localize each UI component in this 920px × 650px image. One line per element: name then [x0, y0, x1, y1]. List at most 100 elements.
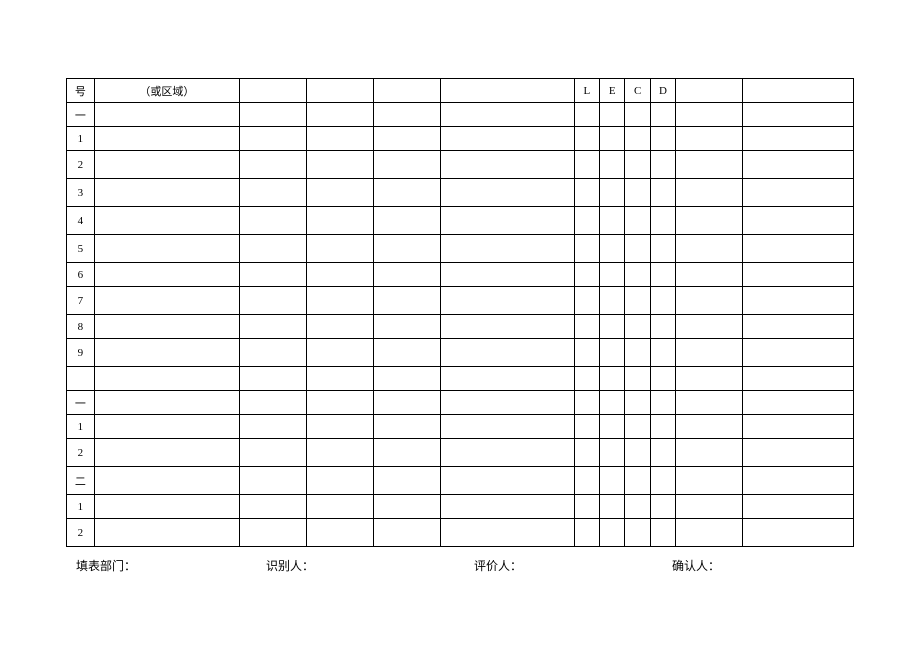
header-col-l: L: [574, 79, 599, 103]
data-cell: [625, 127, 650, 151]
data-cell: [743, 391, 854, 415]
data-cell: [574, 315, 599, 339]
header-col-5: [373, 79, 440, 103]
data-cell: [625, 367, 650, 391]
data-cell: [373, 315, 440, 339]
header-row: 号 （或区域） L E C D: [67, 79, 854, 103]
data-cell: [94, 367, 239, 391]
data-cell: [625, 391, 650, 415]
data-cell: [574, 339, 599, 367]
data-cell: [307, 367, 374, 391]
data-cell: [440, 287, 574, 315]
data-cell: [676, 207, 743, 235]
footer-dept: 填表部门：: [76, 557, 136, 574]
data-cell: [574, 151, 599, 179]
data-cell: [240, 519, 307, 547]
data-cell: [307, 339, 374, 367]
data-cell: [94, 315, 239, 339]
data-cell: [240, 391, 307, 415]
data-cell: [743, 495, 854, 519]
data-cell: [743, 467, 854, 495]
data-cell: [307, 263, 374, 287]
data-cell: [650, 391, 675, 415]
data-cell: [307, 495, 374, 519]
data-cell: [307, 235, 374, 263]
data-cell: [650, 287, 675, 315]
data-cell: [676, 127, 743, 151]
table-row: 6: [67, 263, 854, 287]
table-row: 7: [67, 287, 854, 315]
data-cell: [625, 339, 650, 367]
data-cell: [625, 439, 650, 467]
table-row: 1: [67, 127, 854, 151]
data-cell: [650, 439, 675, 467]
data-cell: [676, 391, 743, 415]
data-cell: [743, 367, 854, 391]
data-cell: [600, 235, 625, 263]
row-serial-cell: 2: [67, 439, 95, 467]
data-cell: [650, 339, 675, 367]
data-cell: [574, 103, 599, 127]
data-cell: [240, 339, 307, 367]
data-cell: [440, 235, 574, 263]
data-cell: [373, 207, 440, 235]
data-cell: [650, 519, 675, 547]
data-cell: [743, 287, 854, 315]
table-row: [67, 367, 854, 391]
table-row: 一: [67, 103, 854, 127]
header-col-11: [676, 79, 743, 103]
data-cell: [440, 519, 574, 547]
data-cell: [650, 207, 675, 235]
data-cell: [600, 339, 625, 367]
data-cell: [650, 415, 675, 439]
data-cell: [676, 151, 743, 179]
data-cell: [676, 315, 743, 339]
data-cell: [440, 391, 574, 415]
data-cell: [574, 207, 599, 235]
data-cell: [94, 207, 239, 235]
data-cell: [600, 207, 625, 235]
data-cell: [240, 439, 307, 467]
data-cell: [307, 519, 374, 547]
data-cell: [650, 367, 675, 391]
data-cell: [240, 415, 307, 439]
footer-evaluator: 评价人：: [474, 557, 522, 574]
data-cell: [240, 263, 307, 287]
data-cell: [240, 179, 307, 207]
data-cell: [600, 179, 625, 207]
data-cell: [650, 495, 675, 519]
table-row: 8: [67, 315, 854, 339]
data-cell: [743, 179, 854, 207]
data-cell: [240, 103, 307, 127]
data-cell: [676, 103, 743, 127]
data-cell: [625, 287, 650, 315]
data-cell: [94, 127, 239, 151]
data-cell: [600, 315, 625, 339]
footer-confirmer: 确认人：: [672, 557, 720, 574]
data-cell: [650, 235, 675, 263]
data-cell: [574, 367, 599, 391]
data-cell: [240, 151, 307, 179]
row-serial-cell: 8: [67, 315, 95, 339]
data-cell: [600, 467, 625, 495]
data-cell: [94, 179, 239, 207]
data-cell: [240, 207, 307, 235]
header-col-serial: 号: [67, 79, 95, 103]
data-cell: [676, 439, 743, 467]
data-cell: [676, 263, 743, 287]
data-cell: [240, 287, 307, 315]
data-cell: [94, 287, 239, 315]
data-cell: [94, 495, 239, 519]
data-cell: [743, 339, 854, 367]
data-cell: [574, 467, 599, 495]
header-col-e: E: [600, 79, 625, 103]
header-col-6: [440, 79, 574, 103]
data-cell: [676, 415, 743, 439]
data-cell: [240, 467, 307, 495]
row-serial-cell: 二: [67, 467, 95, 495]
data-cell: [676, 467, 743, 495]
data-cell: [440, 439, 574, 467]
data-cell: [743, 151, 854, 179]
data-cell: [307, 391, 374, 415]
data-cell: [373, 179, 440, 207]
